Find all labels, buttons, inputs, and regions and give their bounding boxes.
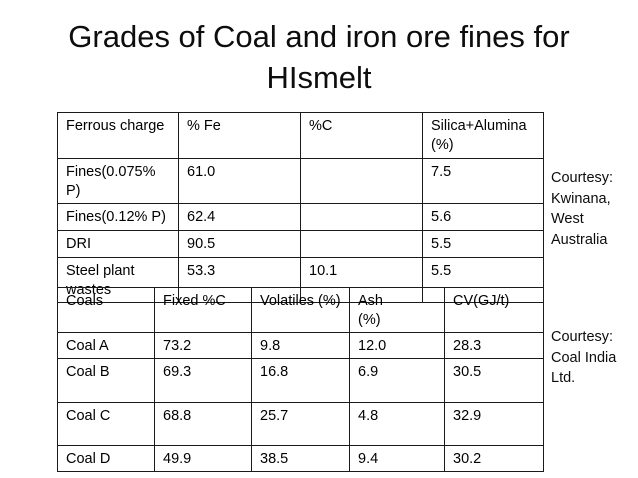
table-cell: Fines(0.075% P) (57, 158, 179, 204)
table-cell: 9.4 (349, 445, 445, 472)
table-cell: Fines(0.12% P) (57, 203, 179, 231)
table-cell: DRI (57, 230, 179, 258)
header-pct-c: %C (300, 112, 423, 159)
table-cell: 61.0 (178, 158, 301, 204)
table-cell (300, 158, 423, 204)
table-cell: 12.0 (349, 332, 445, 359)
header-cv: CV(GJ/t) (444, 287, 544, 333)
table-cell: 25.7 (251, 402, 350, 446)
header-pct-fe: % Fe (178, 112, 301, 159)
courtesy-note-kwinana: Courtesy: Kwinana, West Australia (551, 170, 614, 248)
table-cell: 69.3 (154, 358, 252, 403)
header-coals: Coals (57, 287, 155, 333)
table-row: Coal A 73.2 9.8 12.0 28.3 (57, 332, 544, 359)
table-cell: 38.5 (251, 445, 350, 472)
coals-table: Coals Fixed %C Volatiles (%) Ash (%) CV(… (57, 287, 544, 472)
table-cell: 28.3 (444, 332, 544, 359)
header-silica-alumina: Silica+Alumina (%) (422, 112, 544, 159)
table-row: Coal B 69.3 16.8 6.9 30.5 (57, 358, 544, 403)
table-row: DRI 90.5 5.5 (57, 230, 544, 258)
table-cell: Coal B (57, 358, 155, 403)
header-ash: Ash (%) (349, 287, 445, 333)
table-cell: Coal C (57, 402, 155, 446)
header-fixed-c: Fixed %C (154, 287, 252, 333)
table-cell: 73.2 (154, 332, 252, 359)
header-volatiles: Volatiles (%) (251, 287, 350, 333)
table-cell: 30.2 (444, 445, 544, 472)
table-cell (300, 230, 423, 258)
table-cell: 30.5 (444, 358, 544, 403)
page-title: Grades of Coal and iron ore fines for HI… (0, 16, 638, 98)
table-cell: Coal A (57, 332, 155, 359)
table-cell: Coal D (57, 445, 155, 472)
table-row: Fines(0.075% P) 61.0 7.5 (57, 158, 544, 204)
ferrous-charge-table: Ferrous charge % Fe %C Silica+Alumina (%… (57, 112, 544, 303)
table-cell: 49.9 (154, 445, 252, 472)
table-cell: 9.8 (251, 332, 350, 359)
table-cell: 90.5 (178, 230, 301, 258)
table-cell: 62.4 (178, 203, 301, 231)
header-ferrous-charge: Ferrous charge (57, 112, 179, 159)
table-row: Fines(0.12% P) 62.4 5.6 (57, 203, 544, 231)
courtesy-note-coal-india: Courtesy: Coal India Ltd. (551, 329, 617, 386)
table-cell: 16.8 (251, 358, 350, 403)
table-cell: 5.5 (422, 230, 544, 258)
title-line-2: HIsmelt (266, 60, 372, 95)
table-cell: 5.6 (422, 203, 544, 231)
table-row: Coal D 49.9 38.5 9.4 30.2 (57, 445, 544, 472)
table-cell: 7.5 (422, 158, 544, 204)
table-cell (300, 203, 423, 231)
table-header-row: Ferrous charge % Fe %C Silica+Alumina (%… (57, 112, 544, 159)
table-cell: 68.8 (154, 402, 252, 446)
table-cell: 4.8 (349, 402, 445, 446)
table-cell: 6.9 (349, 358, 445, 403)
table-cell: 32.9 (444, 402, 544, 446)
title-line-1: Grades of Coal and iron ore fines for (68, 19, 570, 54)
table-header-row: Coals Fixed %C Volatiles (%) Ash (%) CV(… (57, 287, 544, 333)
table-row: Coal C 68.8 25.7 4.8 32.9 (57, 402, 544, 446)
